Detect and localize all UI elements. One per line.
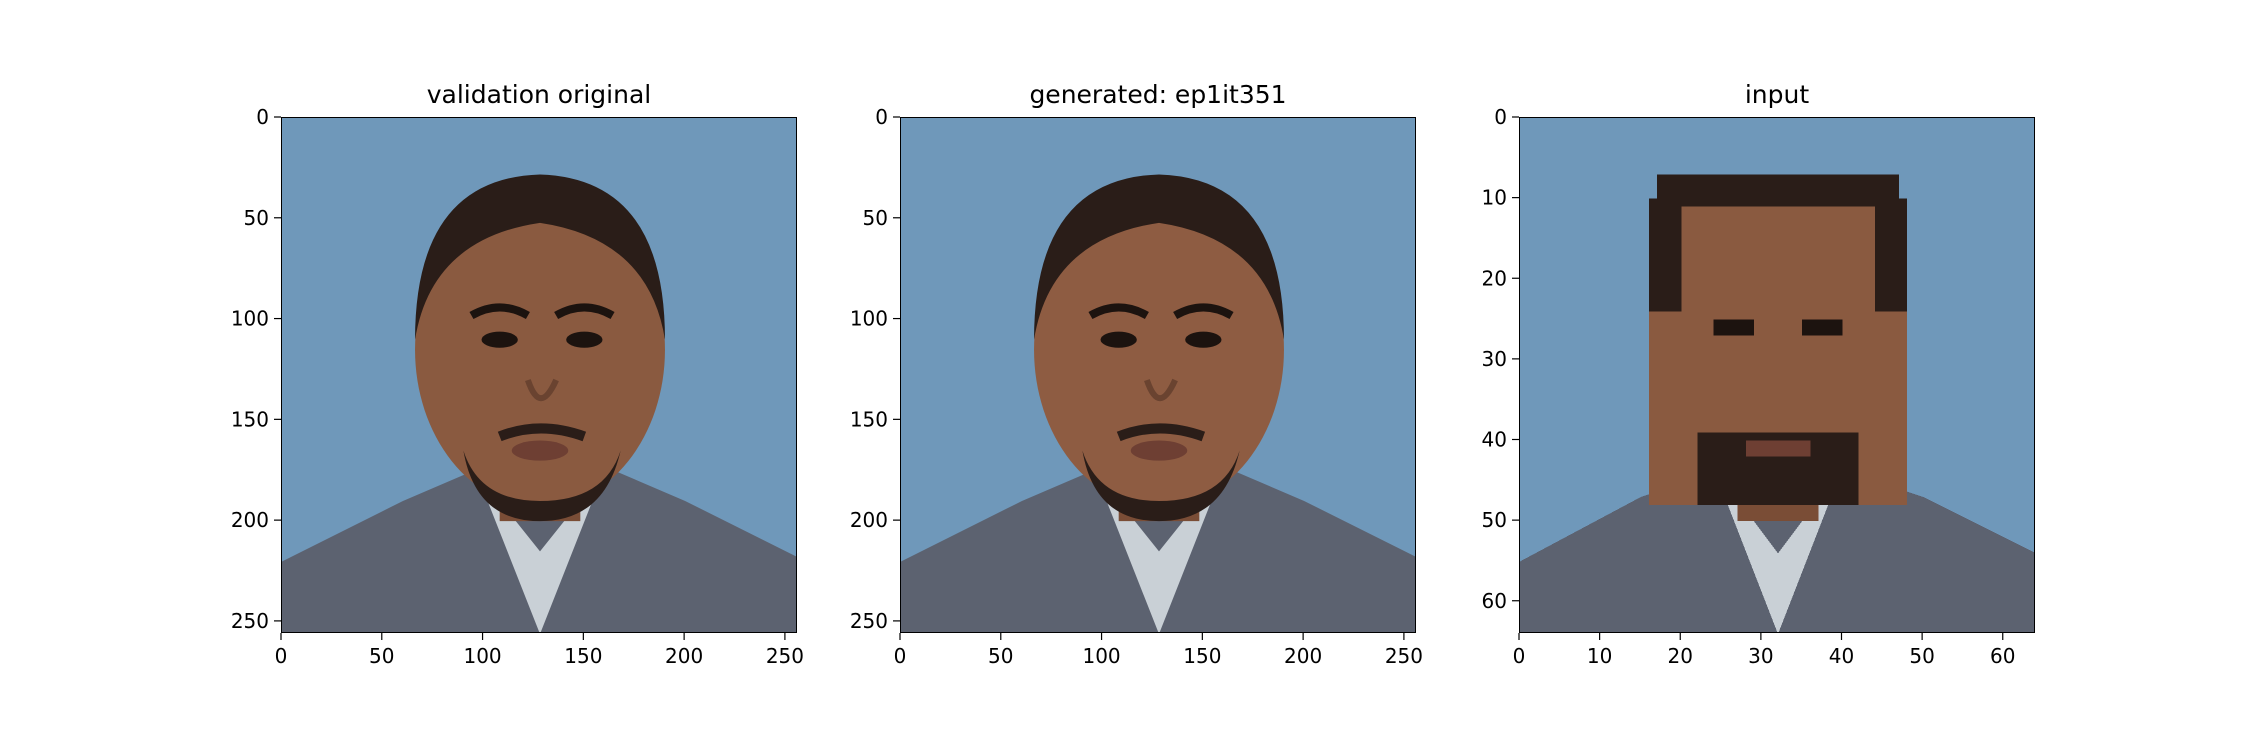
y-tick-label: 200: [231, 508, 269, 532]
x-tick-label: 50: [988, 644, 1013, 668]
y-tick-label: 50: [863, 206, 888, 230]
y-tick-label: 200: [850, 508, 888, 532]
y-tick-label: 150: [231, 407, 269, 431]
x-tick-label: 250: [766, 644, 804, 668]
x-tick-label: 0: [1513, 644, 1526, 668]
axis-ticks: 0 0 10 10 20 20 30 30 40 40 50 50 60 60: [1482, 105, 2016, 668]
image-axes: [900, 117, 1416, 633]
x-tick-label: 0: [275, 644, 288, 668]
x-tick-label: 40: [1829, 644, 1854, 668]
panel-title: validation original: [426, 80, 652, 109]
x-tick-label: 60: [1990, 644, 2015, 668]
image-axes: [1519, 117, 2035, 633]
y-tick-label: 0: [256, 105, 269, 129]
x-tick-label: 10: [1587, 644, 1612, 668]
y-tick-label: 0: [875, 105, 888, 129]
y-tick-label: 250: [850, 609, 888, 633]
portrait-image: [282, 118, 796, 632]
y-tick-label: 0: [1494, 105, 1507, 129]
x-tick-label: 50: [369, 644, 394, 668]
panel-validation-original: validation original 0 0 50 50 100 100 150 150 20…: [231, 0, 804, 750]
y-tick-label: 30: [1482, 347, 1507, 371]
x-tick-label: 200: [665, 644, 703, 668]
y-tick-label: 100: [850, 307, 888, 331]
y-tick-label: 150: [850, 407, 888, 431]
panel-generated: generated: ep1it351 0 0 50 50 100 100 150 150 20…: [850, 0, 1423, 750]
x-tick-label: 100: [463, 644, 501, 668]
y-tick-label: 10: [1482, 186, 1507, 210]
x-tick-label: 150: [564, 644, 602, 668]
axis-ticks: 0 0 50 50 100 100 150 150 200 200 250 250: [850, 105, 1423, 668]
panel-input: input 0 0 10 10 20 20 30 30 40 40 50 50 60 60: [1482, 0, 2035, 750]
x-tick-label: 200: [1284, 644, 1322, 668]
y-tick-label: 100: [231, 307, 269, 331]
y-tick-label: 20: [1482, 266, 1507, 290]
x-tick-label: 0: [894, 644, 907, 668]
image-axes: [281, 117, 797, 633]
pixelated-portrait-image: [1520, 118, 2034, 632]
x-tick-label: 30: [1748, 644, 1773, 668]
x-tick-label: 100: [1082, 644, 1120, 668]
y-tick-label: 60: [1482, 589, 1507, 613]
x-tick-label: 150: [1183, 644, 1221, 668]
axis-ticks: 0 0 50 50 100 100 150 150 200 200 250 250: [231, 105, 804, 668]
x-tick-label: 250: [1385, 644, 1423, 668]
panel-title: generated: ep1it351: [1029, 80, 1287, 109]
portrait-image: [901, 118, 1415, 632]
x-tick-label: 50: [1909, 644, 1934, 668]
x-tick-label: 20: [1668, 644, 1693, 668]
y-tick-label: 50: [244, 206, 269, 230]
panel-title: input: [1744, 80, 1810, 109]
y-tick-label: 250: [231, 609, 269, 633]
y-tick-label: 50: [1482, 508, 1507, 532]
y-tick-label: 40: [1482, 428, 1507, 452]
